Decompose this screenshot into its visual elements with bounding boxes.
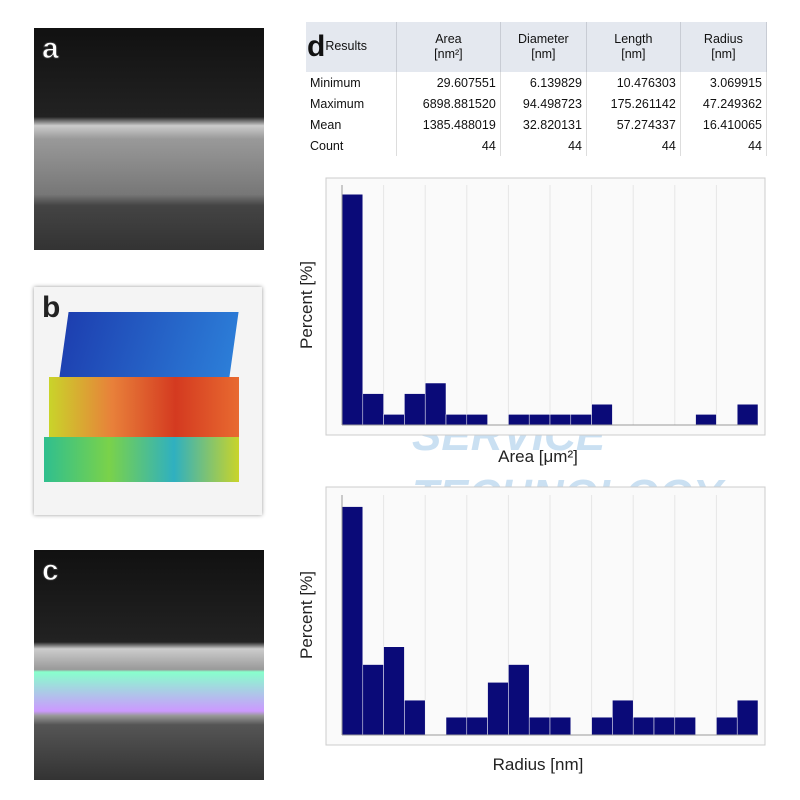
panel-label: b	[42, 291, 61, 324]
y-axis-label: Percent [%]	[297, 571, 316, 659]
panel-image: c	[34, 550, 264, 780]
bar	[383, 646, 405, 736]
table-row: Minimum 29.607551 6.139829 10.476303 3.06991…	[306, 72, 768, 93]
table-cell: 10.476303	[586, 72, 681, 93]
panel-image: a	[34, 28, 264, 250]
bar	[528, 716, 551, 736]
table-cell: 47.249362	[680, 93, 768, 114]
table-cell: 3.069915	[680, 72, 768, 93]
column-name: Diameter	[518, 32, 569, 46]
corner-cell: dResults	[306, 22, 397, 72]
bar	[404, 393, 426, 426]
column-header: Length [nm]	[586, 22, 681, 72]
bar	[404, 699, 426, 736]
table-cell: Mean	[306, 114, 397, 135]
bar	[632, 716, 655, 736]
bar	[508, 664, 530, 736]
bar	[570, 414, 592, 426]
bar	[341, 506, 364, 736]
table-cell: 44	[586, 135, 681, 156]
bar	[487, 682, 509, 736]
table-cell: 44	[500, 135, 587, 156]
chart-frame	[325, 177, 766, 436]
panel-image: b	[34, 287, 262, 515]
bar	[591, 403, 613, 426]
panel-label: d	[307, 30, 326, 64]
bar	[736, 403, 759, 426]
table-cell: 6.139829	[500, 72, 587, 93]
table-cell: 32.820131	[500, 114, 587, 135]
column-unit: [nm]	[531, 47, 556, 61]
x-axis-label: Area [μm²]	[498, 447, 578, 466]
bar	[716, 716, 738, 736]
y-axis-label: Percent [%]	[297, 261, 316, 349]
column-unit: [nm²]	[434, 47, 463, 61]
bar	[653, 716, 676, 736]
bar	[591, 716, 613, 736]
table-cell: 94.498723	[500, 93, 587, 114]
table-cell: 16.410065	[680, 114, 768, 135]
bar	[549, 414, 572, 426]
bar	[549, 716, 572, 736]
column-header: Radius [nm]	[680, 22, 768, 72]
bar	[466, 414, 488, 426]
column-unit: [nm]	[621, 47, 646, 61]
table-cell: Count	[306, 135, 397, 156]
corner-text: Results	[325, 39, 368, 54]
results-table: dResults Area [nm²] Diameter [nm] Length [nm] R…	[306, 22, 768, 156]
table-cell: 44	[680, 135, 768, 156]
bar	[508, 414, 530, 426]
bar	[466, 716, 488, 736]
table-cell: Minimum	[306, 72, 397, 93]
x-axis-label: Radius [nm]	[493, 755, 584, 774]
column-name: Length	[614, 32, 653, 46]
bar	[424, 382, 447, 426]
bar	[445, 716, 468, 736]
bar	[445, 414, 468, 426]
bar	[674, 716, 696, 736]
header-row: dResults Area [nm²] Diameter [nm] Length [nm] R…	[306, 22, 768, 72]
table-cell: 175.261142	[586, 93, 681, 114]
panel-label: c	[42, 554, 60, 588]
table-row: Count 44 44 44 44	[306, 135, 768, 156]
bar	[695, 414, 717, 426]
column-header: Area [nm²]	[396, 22, 501, 72]
table-cell: 29.607551	[396, 72, 501, 93]
table-cell: 6898.881520	[396, 93, 501, 114]
bar	[362, 664, 384, 736]
table-row: Mean 1385.488019 32.820131 57.274337 16.4100…	[306, 114, 768, 135]
column-header: Diameter [nm]	[500, 22, 587, 72]
table-cell: 1385.488019	[396, 114, 501, 135]
column-name: Area	[435, 32, 462, 46]
column-name: Radius	[703, 32, 743, 46]
bar	[736, 699, 759, 736]
table-cell: 57.274337	[586, 114, 681, 135]
panel-label: a	[42, 32, 60, 66]
table-row: Maximum 6898.881520 94.498723 175.261142 47.…	[306, 93, 768, 114]
bar	[528, 414, 551, 426]
column-unit: [nm]	[711, 47, 736, 61]
bar	[341, 193, 364, 426]
table-cell: Maximum	[306, 93, 397, 114]
bar	[362, 393, 384, 426]
bar	[383, 414, 405, 426]
table-cell: 44	[396, 135, 501, 156]
bar	[612, 699, 634, 736]
